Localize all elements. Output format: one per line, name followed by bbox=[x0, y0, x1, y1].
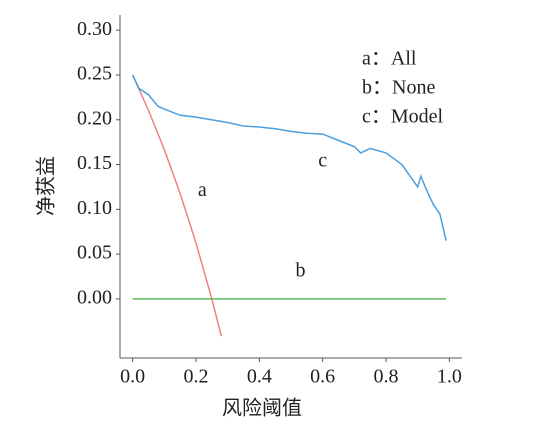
curve-label: c bbox=[318, 149, 327, 171]
x-axis-label: 风险阈值 bbox=[222, 397, 302, 420]
y-tick-label: 0.05 bbox=[77, 242, 112, 264]
x-tick-label: 0.6 bbox=[310, 366, 335, 388]
x-tick-label: 0.4 bbox=[247, 366, 272, 388]
x-tick-label: 0.2 bbox=[184, 366, 209, 388]
curve-label: b bbox=[296, 260, 306, 282]
y-tick-label: 0.00 bbox=[77, 286, 112, 308]
y-tick-label: 0.20 bbox=[77, 107, 112, 129]
x-tick-label: 0.0 bbox=[120, 366, 145, 388]
legend-entry: b：None bbox=[362, 77, 435, 99]
legend-entry: a：All bbox=[362, 48, 417, 70]
y-tick-label: 0.10 bbox=[77, 197, 112, 219]
curve-label: a bbox=[198, 179, 207, 201]
legend-entry: c：Model bbox=[362, 106, 444, 128]
series-line bbox=[131, 74, 447, 241]
y-tick-label: 0.15 bbox=[77, 152, 112, 174]
y-axis-label: 净获益 bbox=[35, 156, 58, 216]
y-tick-label: 0.25 bbox=[77, 63, 112, 85]
x-tick-label: 1.0 bbox=[437, 366, 462, 388]
x-tick-label: 0.8 bbox=[374, 366, 399, 388]
y-tick-label: 0.30 bbox=[77, 18, 112, 40]
